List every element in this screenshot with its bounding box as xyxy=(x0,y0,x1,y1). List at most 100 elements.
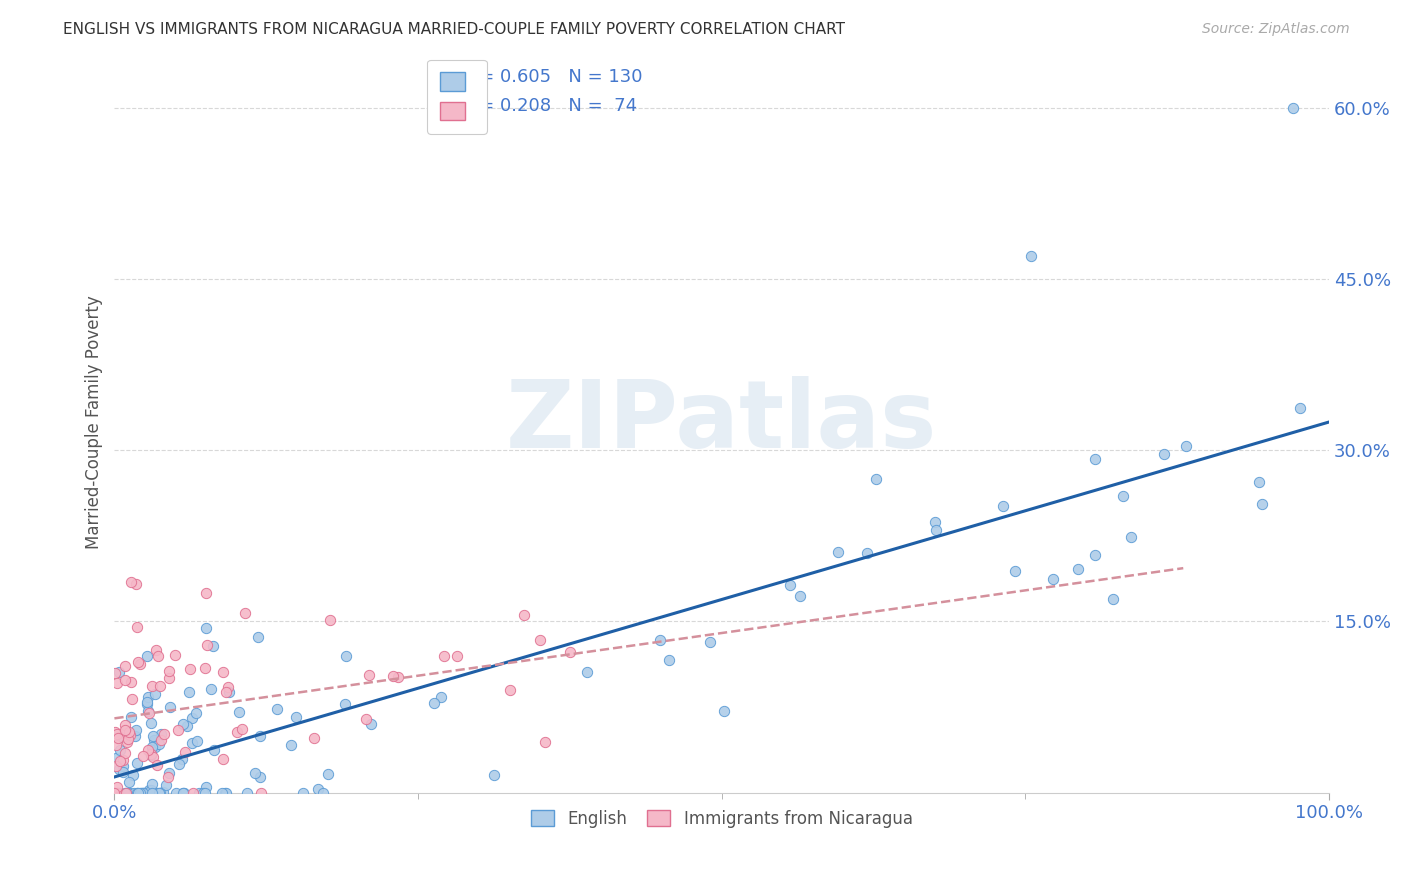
Point xyxy=(120,710,142,724)
Point xyxy=(1102,592,1125,607)
Point xyxy=(150,727,173,741)
Point xyxy=(142,749,165,764)
Point xyxy=(139,782,162,797)
Point xyxy=(319,613,342,627)
Point xyxy=(335,649,357,664)
Point xyxy=(354,712,377,726)
Point xyxy=(152,785,174,799)
Point xyxy=(148,786,170,800)
Point xyxy=(125,756,148,771)
Point xyxy=(186,734,208,748)
Point xyxy=(430,690,453,704)
Point xyxy=(110,743,132,757)
Point xyxy=(173,786,195,800)
Point xyxy=(104,725,127,739)
Point xyxy=(172,717,194,731)
Point xyxy=(141,786,163,800)
Point xyxy=(699,635,721,649)
Point xyxy=(120,786,142,800)
Point xyxy=(226,725,249,739)
Point xyxy=(1083,548,1105,562)
Point xyxy=(107,786,129,800)
Point xyxy=(172,786,194,800)
Text: R = 0.208   N =  74: R = 0.208 N = 74 xyxy=(461,96,637,114)
Point xyxy=(249,729,271,743)
Point xyxy=(172,786,194,800)
Point xyxy=(280,738,302,752)
Point xyxy=(136,649,159,664)
Point xyxy=(125,723,148,737)
Point xyxy=(125,576,148,591)
Point xyxy=(181,736,204,750)
Point xyxy=(104,759,127,773)
Point xyxy=(359,668,381,682)
Point xyxy=(266,702,288,716)
Point xyxy=(150,732,173,747)
Point xyxy=(713,704,735,718)
Point xyxy=(155,778,177,792)
Point xyxy=(127,655,149,669)
Point xyxy=(534,735,557,749)
Point xyxy=(211,665,233,680)
Point xyxy=(174,745,197,759)
Point xyxy=(176,719,198,733)
Point xyxy=(125,620,148,634)
Point xyxy=(111,731,134,745)
Point xyxy=(145,740,167,755)
Point xyxy=(146,648,169,663)
Point xyxy=(202,743,225,757)
Point xyxy=(302,731,325,746)
Point xyxy=(231,723,253,737)
Point xyxy=(307,781,329,796)
Point xyxy=(114,659,136,673)
Point xyxy=(484,768,506,782)
Point xyxy=(145,758,167,772)
Point xyxy=(1119,530,1142,544)
Point xyxy=(141,679,163,693)
Point xyxy=(112,753,135,767)
Point xyxy=(148,737,170,751)
Point xyxy=(1042,572,1064,586)
Y-axis label: Married-Couple Family Poverty: Married-Couple Family Poverty xyxy=(86,294,103,549)
Point xyxy=(118,775,141,789)
Point xyxy=(217,680,239,694)
Point xyxy=(924,515,946,529)
Point xyxy=(117,734,139,748)
Point xyxy=(129,786,152,800)
Point xyxy=(529,632,551,647)
Point xyxy=(142,733,165,747)
Point xyxy=(193,786,215,800)
Point xyxy=(112,759,135,773)
Point xyxy=(142,729,165,743)
Point xyxy=(312,786,335,800)
Point xyxy=(105,676,128,690)
Point xyxy=(107,786,129,800)
Point xyxy=(157,671,180,685)
Point xyxy=(120,574,142,589)
Point xyxy=(194,786,217,800)
Point xyxy=(202,640,225,654)
Point xyxy=(236,786,259,800)
Text: Source: ZipAtlas.com: Source: ZipAtlas.com xyxy=(1202,22,1350,37)
Legend: English, Immigrants from Nicaragua: English, Immigrants from Nicaragua xyxy=(522,802,921,837)
Point xyxy=(285,710,308,724)
Point xyxy=(103,786,125,800)
Point xyxy=(991,500,1014,514)
Point xyxy=(104,665,127,680)
Point xyxy=(865,472,887,486)
Point xyxy=(120,675,142,690)
Point xyxy=(122,768,145,782)
Point xyxy=(136,690,159,704)
Point xyxy=(925,523,948,537)
Point xyxy=(1084,452,1107,467)
Point xyxy=(136,694,159,708)
Point xyxy=(249,770,271,784)
Point xyxy=(243,766,266,780)
Point xyxy=(1112,489,1135,503)
Point xyxy=(157,664,180,678)
Point xyxy=(779,578,801,592)
Point xyxy=(104,751,127,765)
Text: ZIPatlas: ZIPatlas xyxy=(506,376,938,467)
Point xyxy=(108,665,131,680)
Point xyxy=(181,786,204,800)
